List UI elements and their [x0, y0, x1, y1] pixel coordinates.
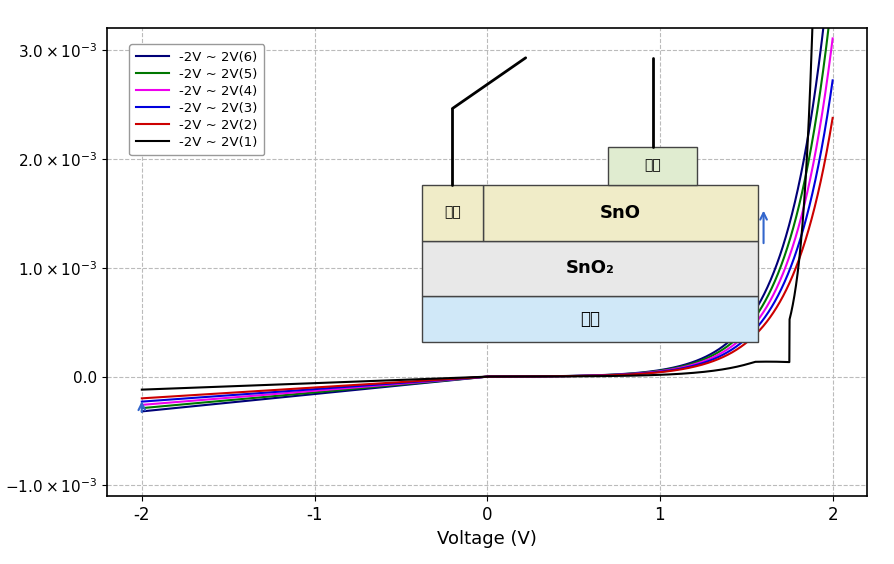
- Text: SnO₂: SnO₂: [566, 259, 614, 277]
- -2V ~ 2V(2): [401, 378, 412, 385]
- -2V ~ 2V(1): [401, 376, 412, 383]
- Text: 전극: 전극: [645, 158, 661, 173]
- -2V ~ 2V(5): [814, 96, 824, 103]
- -2V ~ 2V(3): [739, 337, 750, 343]
- Text: SnO: SnO: [600, 204, 641, 222]
- -2V ~ 2V(4): [431, 377, 442, 384]
- -2V ~ 2V(5): [137, 405, 148, 412]
- -2V ~ 2V(2): [814, 186, 824, 192]
- -2V ~ 2V(4): [401, 380, 412, 386]
- -2V ~ 2V(4): [257, 391, 267, 398]
- Line: -2V ~ 2V(6): -2V ~ 2V(6): [142, 0, 832, 411]
- Bar: [483, 185, 758, 241]
- -2V ~ 2V(1): [257, 382, 267, 389]
- -2V ~ 2V(2): [215, 390, 226, 396]
- -2V ~ 2V(6): [137, 408, 148, 415]
- -2V ~ 2V(3): [827, 77, 838, 83]
- -2V ~ 2V(1): [215, 384, 226, 390]
- -2V ~ 2V(4): [739, 332, 750, 339]
- -2V ~ 2V(2): [431, 376, 442, 383]
- -2V ~ 2V(1): [431, 375, 442, 382]
- Bar: [422, 240, 758, 297]
- Legend: -2V ~ 2V(6), -2V ~ 2V(5), -2V ~ 2V(4), -2V ~ 2V(3), -2V ~ 2V(2), -2V ~ 2V(1): -2V ~ 2V(6), -2V ~ 2V(5), -2V ~ 2V(4), -…: [129, 44, 265, 155]
- -2V ~ 2V(4): [137, 402, 148, 408]
- -2V ~ 2V(1): [739, 362, 750, 368]
- -2V ~ 2V(3): [401, 379, 412, 386]
- Bar: [422, 297, 758, 342]
- -2V ~ 2V(2): [137, 395, 148, 402]
- -2V ~ 2V(6): [814, 59, 824, 66]
- -2V ~ 2V(1): [137, 386, 148, 393]
- -2V ~ 2V(4): [827, 35, 838, 42]
- -2V ~ 2V(5): [431, 378, 442, 385]
- Text: 기판: 기판: [580, 310, 600, 328]
- -2V ~ 2V(3): [137, 398, 148, 405]
- Line: -2V ~ 2V(3): -2V ~ 2V(3): [142, 80, 832, 402]
- -2V ~ 2V(6): [401, 381, 412, 388]
- -2V ~ 2V(3): [814, 158, 824, 165]
- Line: -2V ~ 2V(5): -2V ~ 2V(5): [142, 0, 832, 408]
- Line: -2V ~ 2V(2): -2V ~ 2V(2): [142, 118, 832, 398]
- -2V ~ 2V(6): [215, 400, 226, 407]
- -2V ~ 2V(5): [739, 327, 750, 334]
- -2V ~ 2V(3): [215, 393, 226, 399]
- -2V ~ 2V(2): [739, 341, 750, 347]
- -2V ~ 2V(3): [257, 390, 267, 396]
- -2V ~ 2V(6): [431, 378, 442, 385]
- -2V ~ 2V(4): [814, 129, 824, 136]
- Bar: [422, 185, 483, 241]
- -2V ~ 2V(2): [257, 387, 267, 394]
- Line: -2V ~ 2V(4): -2V ~ 2V(4): [142, 38, 832, 405]
- -2V ~ 2V(5): [215, 398, 226, 404]
- -2V ~ 2V(6): [257, 396, 267, 403]
- -2V ~ 2V(5): [257, 394, 267, 400]
- Line: -2V ~ 2V(1): -2V ~ 2V(1): [142, 0, 832, 390]
- Text: 전극: 전극: [444, 206, 460, 219]
- Bar: [608, 147, 697, 185]
- -2V ~ 2V(6): [739, 322, 750, 329]
- -2V ~ 2V(5): [401, 381, 412, 387]
- -2V ~ 2V(3): [431, 377, 442, 384]
- -2V ~ 2V(2): [827, 114, 838, 121]
- -2V ~ 2V(4): [215, 395, 226, 402]
- X-axis label: Voltage (V): Voltage (V): [437, 530, 537, 548]
